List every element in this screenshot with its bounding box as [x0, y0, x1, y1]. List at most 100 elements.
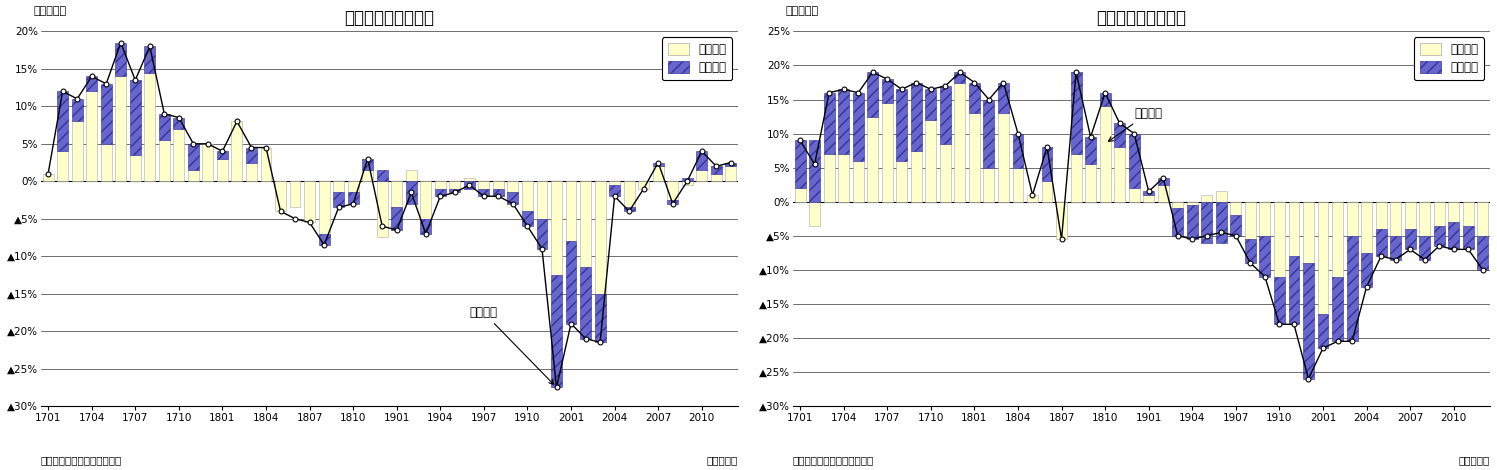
- Text: （資料）財務省「貿易統計」: （資料）財務省「貿易統計」: [793, 454, 874, 465]
- Bar: [955, 83, 966, 202]
- Bar: [1361, 202, 1373, 253]
- Title: 輸入金額の要因分解: 輸入金額の要因分解: [1096, 9, 1187, 27]
- Bar: [1404, 229, 1416, 250]
- Legend: 数量要因, 価格要因: 数量要因, 価格要因: [662, 37, 732, 80]
- Bar: [87, 76, 97, 91]
- Bar: [522, 211, 533, 226]
- Bar: [362, 170, 373, 181]
- Bar: [1231, 202, 1241, 215]
- Bar: [130, 155, 141, 181]
- Bar: [1317, 314, 1328, 348]
- Bar: [1419, 202, 1430, 236]
- Bar: [1012, 133, 1024, 168]
- Bar: [1157, 185, 1169, 202]
- Bar: [668, 200, 678, 204]
- Bar: [1114, 123, 1126, 147]
- Bar: [867, 117, 879, 202]
- Text: 輸出金額: 輸出金額: [470, 306, 554, 384]
- Bar: [681, 178, 693, 181]
- Bar: [594, 294, 605, 342]
- Bar: [1448, 222, 1460, 250]
- Bar: [304, 181, 314, 222]
- Bar: [998, 83, 1009, 113]
- Bar: [1055, 202, 1067, 239]
- Bar: [421, 181, 431, 219]
- Bar: [406, 170, 416, 181]
- Bar: [464, 178, 475, 181]
- Bar: [1157, 178, 1169, 185]
- Bar: [421, 219, 431, 234]
- Bar: [319, 234, 329, 245]
- Bar: [1376, 229, 1386, 256]
- Bar: [174, 129, 184, 181]
- Bar: [1172, 209, 1183, 236]
- Bar: [940, 86, 951, 144]
- Bar: [1246, 202, 1256, 239]
- Bar: [275, 181, 286, 211]
- Bar: [882, 79, 892, 103]
- Bar: [1042, 181, 1052, 202]
- Bar: [1085, 164, 1096, 202]
- Bar: [1478, 236, 1488, 270]
- Bar: [334, 181, 344, 193]
- Bar: [1332, 277, 1343, 341]
- Bar: [1376, 202, 1386, 229]
- Bar: [624, 181, 635, 207]
- Bar: [1187, 205, 1198, 239]
- Bar: [260, 148, 271, 181]
- Bar: [246, 148, 257, 163]
- Bar: [609, 185, 620, 196]
- Bar: [1289, 202, 1299, 256]
- Bar: [449, 181, 460, 189]
- Bar: [246, 163, 257, 181]
- Bar: [72, 99, 82, 121]
- Bar: [925, 120, 936, 202]
- Bar: [882, 103, 892, 202]
- Bar: [493, 189, 504, 196]
- Bar: [1100, 93, 1111, 106]
- Bar: [1114, 147, 1126, 202]
- Bar: [289, 181, 301, 207]
- Bar: [711, 166, 722, 174]
- Bar: [984, 168, 994, 202]
- Bar: [1332, 202, 1343, 277]
- Bar: [726, 166, 737, 181]
- Bar: [319, 181, 329, 234]
- Bar: [1391, 236, 1401, 259]
- Bar: [100, 84, 112, 144]
- Bar: [100, 144, 112, 181]
- Bar: [638, 181, 650, 189]
- Bar: [159, 114, 169, 140]
- Bar: [1144, 191, 1154, 195]
- Bar: [1302, 263, 1314, 379]
- Bar: [668, 181, 678, 200]
- Bar: [377, 181, 388, 237]
- Bar: [57, 151, 67, 181]
- Bar: [823, 93, 835, 154]
- Bar: [479, 189, 490, 196]
- Bar: [536, 181, 548, 219]
- Bar: [696, 151, 707, 170]
- Bar: [434, 189, 446, 196]
- Bar: [347, 181, 359, 193]
- Legend: 数量要因, 価格要因: 数量要因, 価格要因: [1413, 37, 1484, 80]
- Bar: [940, 144, 951, 202]
- Bar: [998, 113, 1009, 202]
- Bar: [897, 89, 907, 161]
- Bar: [391, 181, 403, 207]
- Bar: [449, 189, 460, 193]
- Bar: [1085, 137, 1096, 164]
- Bar: [726, 163, 737, 166]
- Bar: [57, 91, 67, 151]
- Bar: [1434, 202, 1445, 226]
- Bar: [1187, 202, 1198, 205]
- Bar: [810, 202, 820, 226]
- Bar: [144, 73, 156, 181]
- Bar: [1289, 256, 1299, 324]
- Bar: [867, 72, 879, 117]
- Bar: [1463, 202, 1473, 226]
- Bar: [391, 207, 403, 230]
- Bar: [795, 188, 805, 202]
- Bar: [115, 76, 126, 181]
- Bar: [838, 89, 849, 154]
